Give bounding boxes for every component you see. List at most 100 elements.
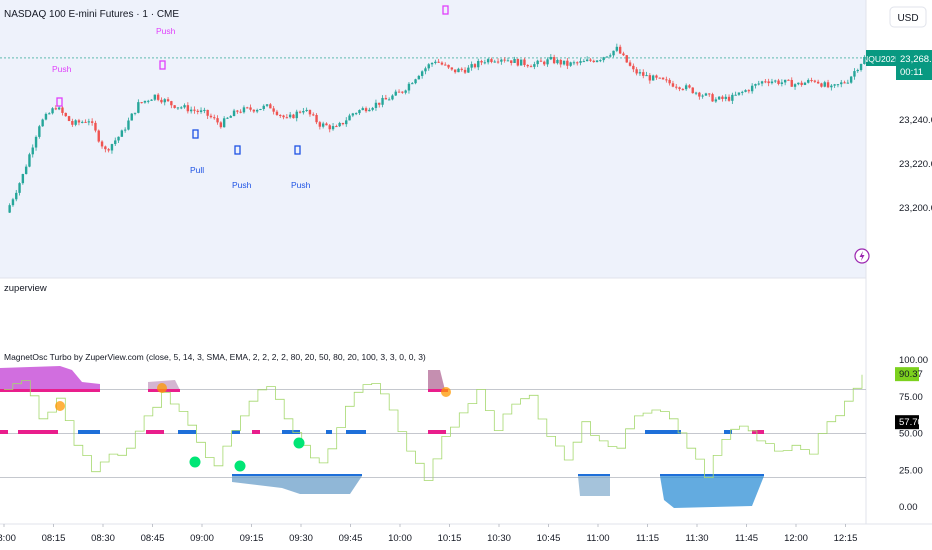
time-label: 09:45: [339, 533, 363, 544]
time-label: 11:00: [586, 533, 609, 544]
candle-body: [226, 117, 229, 119]
candle-body: [450, 67, 454, 70]
candle-body: [708, 93, 711, 95]
overbought-bar: [428, 389, 448, 392]
candle-body: [774, 80, 777, 82]
candle-body: [566, 60, 569, 66]
candle-body: [470, 64, 473, 68]
candle-body: [757, 83, 760, 85]
push-top-marker[interactable]: [159, 60, 166, 70]
candle-body: [420, 71, 424, 76]
candle-body: [500, 59, 503, 62]
candle-body: [24, 166, 28, 175]
candle-body: [137, 102, 140, 113]
candle-body: [374, 102, 378, 108]
mid-bar-pink: [0, 430, 8, 434]
candle-body: [727, 96, 731, 101]
mid-bar-blue: [326, 430, 332, 434]
candle-body: [18, 183, 21, 193]
candle-body: [120, 130, 124, 137]
candle-body: [397, 91, 401, 93]
candle-body: [645, 75, 648, 77]
candle-body: [269, 104, 272, 109]
candle-body: [549, 57, 553, 60]
candle-body: [750, 85, 754, 92]
candle-body: [170, 101, 173, 106]
oversold-bar: [232, 474, 362, 476]
candle-body: [463, 69, 467, 73]
candle-body: [107, 149, 110, 151]
osc-value-badge-bg: [895, 367, 919, 382]
candle-body: [15, 192, 18, 200]
candle-body: [315, 114, 318, 123]
indicator-title[interactable]: MagnetOsc Turbo by ZuperView.com (close,…: [4, 352, 426, 362]
candle-body: [272, 108, 275, 112]
candle-body: [529, 66, 533, 68]
push-bottom-label: Push: [291, 180, 311, 190]
candle-body: [457, 68, 460, 73]
candle-body: [638, 72, 642, 74]
candle-body: [592, 60, 595, 63]
candle-body: [417, 75, 421, 80]
currency-button[interactable]: [889, 6, 927, 28]
candle-body: [321, 123, 325, 127]
symbol-title[interactable]: NASDAQ 100 E-mini Futures · 1 · CME: [4, 9, 179, 20]
bear-dot: [55, 401, 65, 411]
top-marker[interactable]: [442, 5, 449, 15]
candle-body: [21, 174, 25, 184]
candle-body: [612, 50, 615, 56]
candle-body: [74, 120, 77, 125]
pull-bottom-marker[interactable]: [192, 129, 199, 139]
signal-value-badge-bg: [895, 415, 919, 430]
candle-body: [381, 97, 384, 105]
candle-body: [246, 107, 249, 109]
candle-body: [467, 67, 470, 73]
candle-body: [642, 72, 645, 76]
candle-body: [731, 94, 734, 101]
candle-body: [447, 64, 450, 68]
oversold-fill: [232, 476, 362, 494]
candle-body: [754, 84, 757, 86]
candle-body: [516, 59, 520, 66]
candle-body: [724, 96, 727, 99]
oscillator-line: [4, 374, 863, 481]
push-bottom-marker[interactable]: [234, 145, 241, 155]
candle-body: [609, 55, 612, 57]
candle-body: [90, 121, 94, 123]
candle-body: [193, 109, 196, 111]
candle-body: [665, 79, 668, 81]
oversold-bar: [578, 474, 610, 476]
candle-body: [704, 93, 708, 96]
push-bottom-marker[interactable]: [294, 145, 301, 155]
candle-body: [582, 61, 586, 63]
mid-bar-pink: [428, 430, 446, 434]
candle-body: [734, 94, 737, 96]
candle-body: [338, 122, 341, 127]
candle-body: [249, 107, 252, 110]
candle-body: [747, 90, 751, 92]
candle-body: [691, 87, 694, 94]
candle-body: [229, 116, 232, 118]
candle-body: [94, 122, 97, 131]
candle-body: [826, 82, 830, 88]
push-top-marker[interactable]: [56, 97, 63, 107]
mid-bar-blue: [282, 430, 300, 434]
candle-body: [8, 205, 11, 213]
candle-body: [496, 61, 500, 63]
candle-body: [387, 99, 391, 101]
candle-body: [602, 57, 605, 61]
candle-body: [354, 113, 358, 115]
candle-body: [632, 65, 635, 70]
candle-body: [259, 108, 262, 110]
candle-body: [576, 62, 579, 64]
bear-dot: [157, 383, 167, 393]
candle-body: [618, 46, 622, 54]
candle-body: [335, 126, 338, 128]
price-axis-bg: [866, 0, 932, 524]
candle-body: [694, 92, 698, 94]
candle-body: [856, 70, 859, 72]
candle-body: [275, 111, 279, 115]
lightning-icon[interactable]: [854, 248, 870, 264]
candle-body: [625, 55, 628, 63]
